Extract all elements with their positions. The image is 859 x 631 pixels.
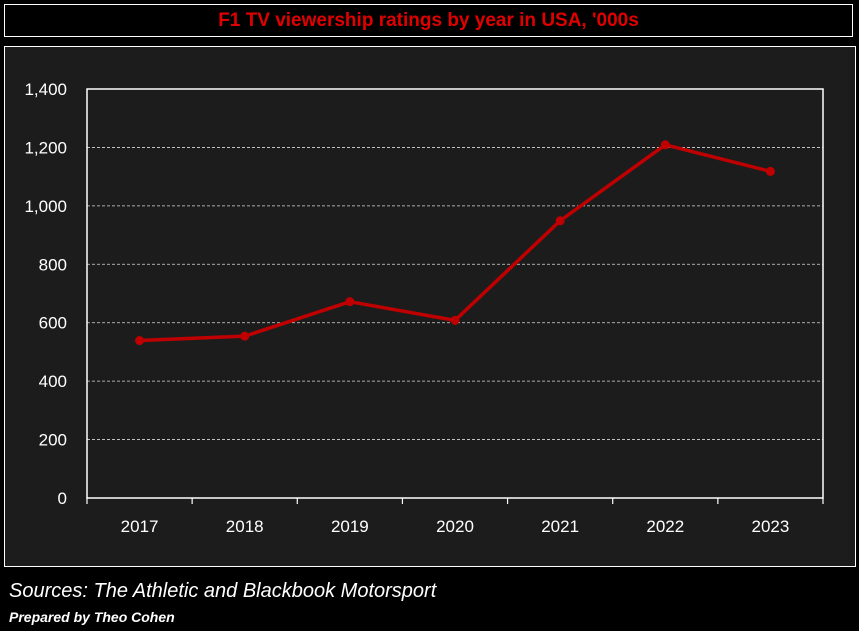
line-chart: 0 200 400 600 800 1,000 1,200 1,400 2017 2018 2019… [24,80,824,536]
chart-area: 0 200 400 600 800 1,000 1,200 1,400 2017 2018 2019… [4,46,856,567]
data-point [345,297,355,307]
y-tick-label: 800 [39,255,67,274]
credit-note: Prepared by Theo Cohen [9,609,175,625]
x-tick-label: 2020 [436,517,474,536]
data-point [765,166,775,176]
data-point [135,336,145,346]
x-tick-label: 2018 [226,517,264,536]
source-note: Sources: The Athletic and Blackbook Moto… [9,580,437,602]
y-tick-label: 400 [39,372,67,391]
chart-title: F1 TV viewership ratings by year in USA,… [218,9,639,31]
x-tick-label: 2021 [541,517,579,536]
chart-title-box: F1 TV viewership ratings by year in USA,… [4,4,853,37]
data-point [450,315,460,325]
x-tick-label: 2019 [331,517,369,536]
y-tick-label: 1,000 [24,197,67,216]
x-tick-label: 2022 [646,517,684,536]
plot-frame [86,88,824,499]
series-line [139,143,771,343]
y-tick-label: 200 [39,431,67,450]
y-tick-label: 1,400 [24,80,67,99]
y-tick-label: 0 [58,489,67,508]
data-point [240,331,250,341]
y-tick-label: 600 [39,314,67,333]
data-point [555,216,565,226]
x-tick-label: 2017 [121,517,159,536]
data-point [660,140,670,150]
y-tick-label: 1,200 [24,138,67,157]
x-tick-label: 2023 [752,517,790,536]
